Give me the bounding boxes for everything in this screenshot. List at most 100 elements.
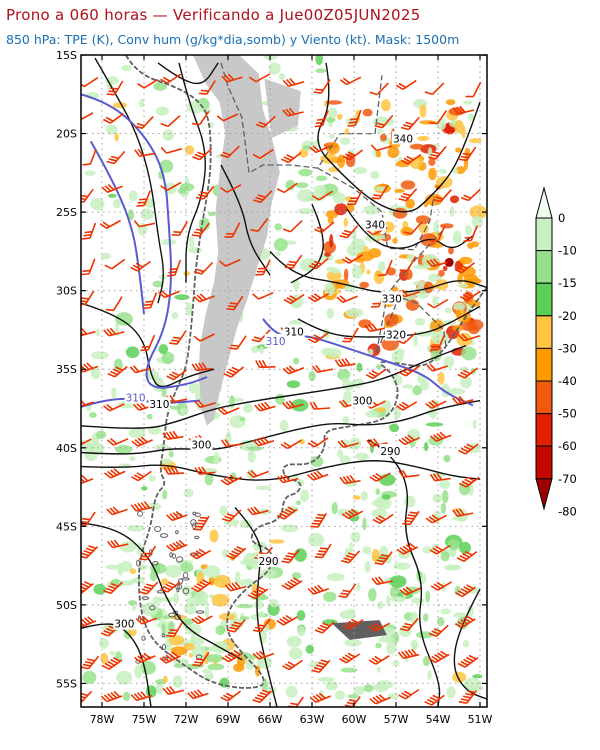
wind-barb [81, 580, 94, 595]
wind-barb [255, 115, 276, 128]
wind-barb [429, 110, 448, 125]
wind-barb [459, 290, 481, 302]
wind-barb [426, 258, 448, 268]
tpe-contour [367, 439, 441, 707]
wind-barb [252, 148, 274, 160]
wind-barb [101, 656, 123, 670]
tpe-contour [81, 345, 467, 429]
colorbar-swatch [535, 217, 553, 252]
wind-barb [396, 542, 419, 555]
wind-barb [220, 690, 241, 702]
wind-barb [221, 509, 242, 522]
wind-barb [103, 113, 124, 124]
wind-barb [136, 190, 152, 207]
colorbar-swatch [535, 250, 553, 284]
wind-barb [82, 148, 97, 166]
wind-barb [370, 144, 393, 152]
wind-barb [130, 260, 151, 272]
wind-barb [134, 148, 156, 157]
wind-barb [247, 470, 269, 478]
wind-barb [105, 296, 123, 312]
wind-barb [309, 145, 331, 154]
wind-barb [364, 323, 386, 333]
andes-mask [193, 55, 280, 426]
wind-barb [194, 466, 216, 476]
contour-label: 310 [149, 399, 169, 411]
terrain-mask [193, 55, 301, 426]
wind-barb [424, 82, 445, 96]
wind-barb [371, 576, 393, 586]
wind-barb [337, 439, 359, 449]
wind-barb [82, 222, 97, 240]
wind-barb [455, 584, 476, 598]
wind-barb [456, 550, 478, 562]
contour-label: 300 [114, 619, 134, 631]
colorbar-label: -10 [558, 244, 577, 258]
tpe-contour [290, 204, 324, 284]
wind-barb [220, 145, 240, 159]
wind-barb [311, 364, 334, 373]
wind-barb [220, 438, 243, 448]
wind-barb [429, 431, 452, 442]
wind-barb [224, 222, 241, 238]
wind-barb [167, 259, 182, 277]
wind-barb [400, 617, 419, 632]
wind-barb [368, 655, 390, 665]
wind-barb [341, 254, 364, 264]
wind-barb [131, 436, 153, 447]
wind-barb [374, 114, 394, 129]
wind-barb [311, 190, 333, 201]
wind-barb [276, 182, 298, 194]
wind-barb [160, 181, 182, 191]
wind-barb [252, 291, 274, 300]
wind-barb [347, 189, 363, 206]
tpe-contour [81, 522, 243, 661]
wind-barb [220, 474, 242, 486]
wind-barb [430, 334, 446, 351]
wind-barb [252, 190, 273, 204]
tpe-contour [81, 302, 215, 388]
wind-barb [160, 581, 181, 593]
wind-barb [226, 545, 247, 560]
tpe-contour [81, 460, 481, 481]
wind-barb [425, 514, 447, 524]
wind-barb [81, 258, 96, 276]
wind-barbs [81, 73, 482, 707]
lon-tick-label: 57W [384, 713, 409, 726]
tpe-contour [157, 62, 219, 85]
wind-barb [81, 545, 99, 559]
wind-barb [221, 649, 243, 663]
wind-barb [427, 298, 449, 309]
lat-tick-label: 55S [56, 677, 77, 690]
wind-barb [104, 258, 126, 270]
tpe-contour [346, 208, 474, 249]
wind-barb [309, 692, 332, 703]
wind-barb [280, 151, 302, 164]
colorbar-swatch [535, 445, 553, 480]
contour-label: 340 [365, 220, 385, 232]
wind-barb [428, 145, 447, 160]
wind-barb [400, 153, 422, 165]
wind-barb [191, 110, 210, 126]
wind-barb [282, 400, 304, 410]
wind-barb [369, 472, 391, 482]
tpe-contour [81, 399, 481, 455]
wind-barb [425, 399, 447, 409]
south-america-coast [125, 55, 487, 689]
lon-tick-label: 75W [132, 713, 157, 726]
wind-barb [219, 184, 242, 193]
wind-barb [216, 113, 239, 122]
lat-tick-label: 40S [56, 442, 77, 455]
wind-barb [103, 403, 125, 412]
lat-tick-label: 45S [56, 520, 77, 533]
wind-barb [169, 330, 187, 345]
wind-barb [134, 116, 154, 130]
wind-barb [159, 651, 181, 664]
wind-barb [106, 438, 129, 446]
tpe-contour [81, 623, 152, 707]
wind-barb [135, 615, 158, 625]
wind-barb [374, 551, 393, 566]
wind-barb [400, 116, 420, 131]
wind-barb [252, 618, 271, 633]
wind-barb [378, 259, 393, 277]
